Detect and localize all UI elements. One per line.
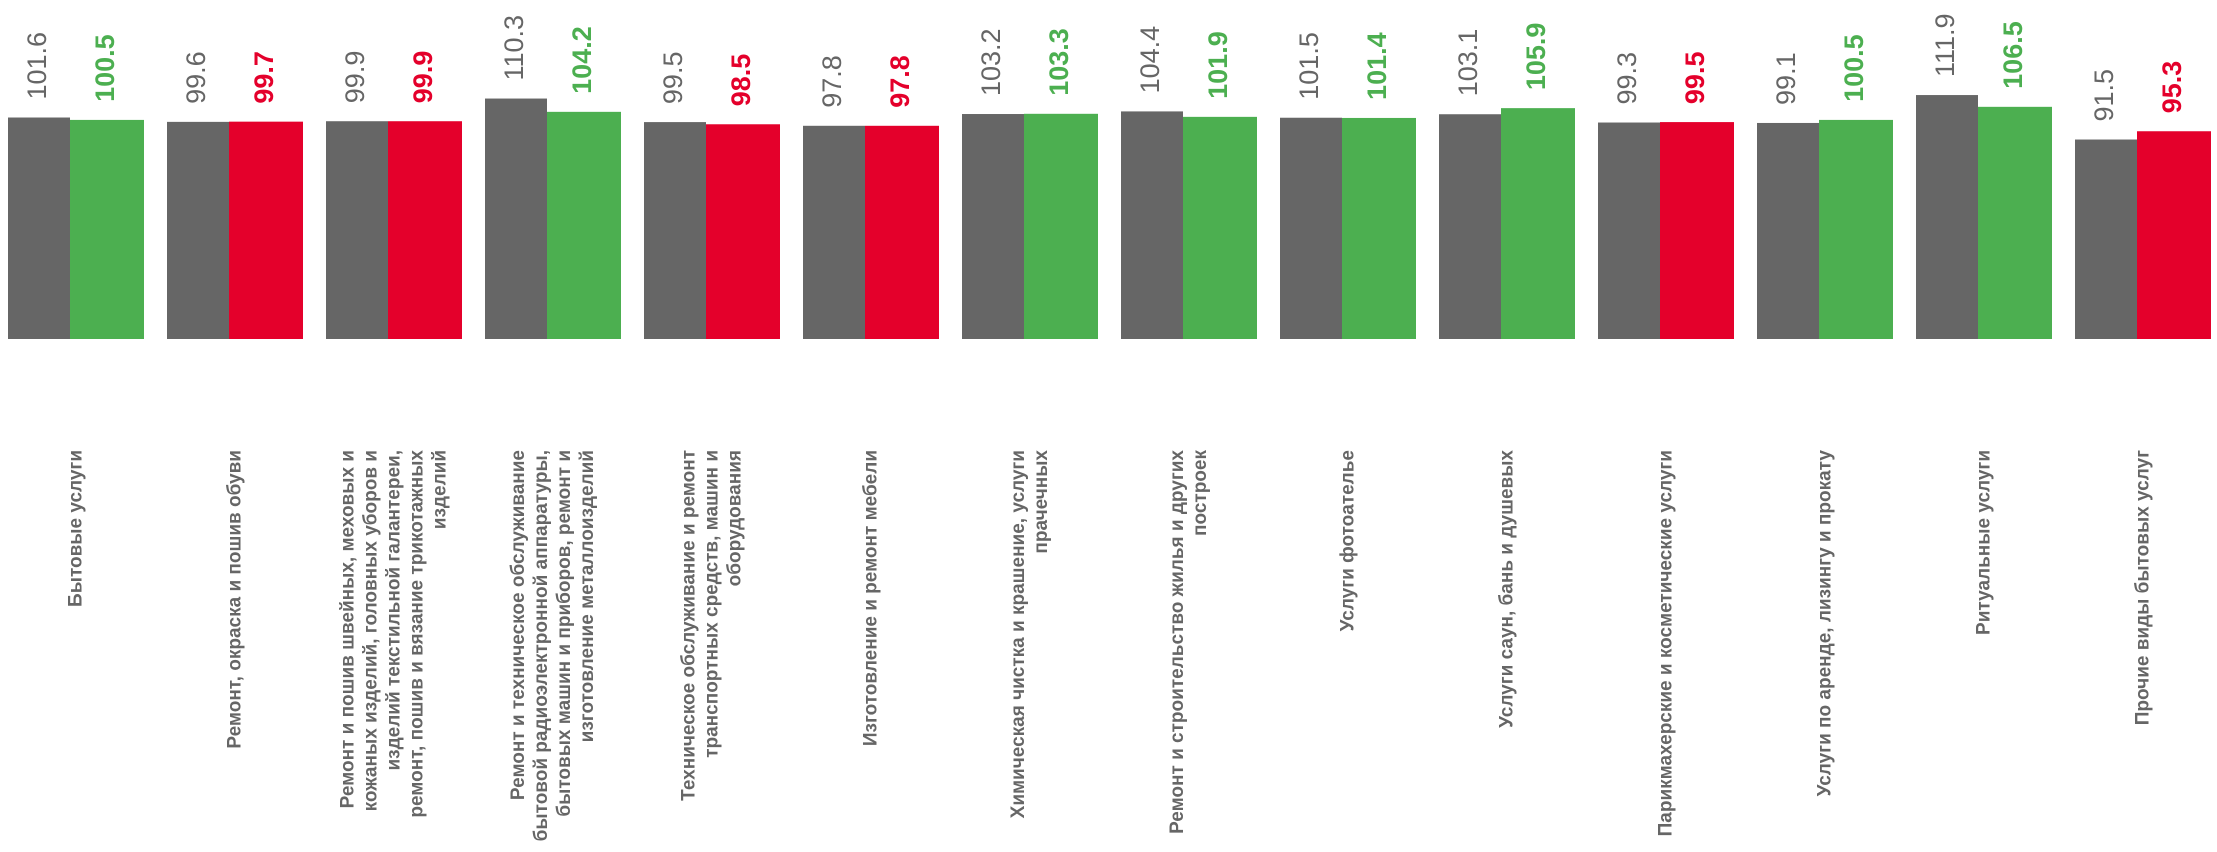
value-label: 97.8 xyxy=(817,55,847,108)
value-label: 100.5 xyxy=(90,34,120,102)
value-label: 99.9 xyxy=(408,51,438,104)
value-label: 104.4 xyxy=(1135,26,1165,94)
bar xyxy=(8,117,70,340)
value-label: 99.5 xyxy=(658,52,688,105)
value-label: 100.5 xyxy=(1839,34,1869,102)
value-label: 101.4 xyxy=(1362,32,1392,100)
bar xyxy=(865,125,939,340)
bar xyxy=(1916,95,1978,339)
category-label: Техническое обслуживание и ремонт трансп… xyxy=(678,450,746,801)
value-label: 97.8 xyxy=(885,55,915,108)
category-label: Услуги саун, бань и душевых xyxy=(1496,450,1518,728)
bar xyxy=(1660,122,1734,339)
value-label: 99.6 xyxy=(181,51,211,104)
value-label: 98.5 xyxy=(726,54,756,107)
value-label: 111.9 xyxy=(1930,13,1960,77)
bar xyxy=(1978,106,2052,339)
bar xyxy=(485,98,547,340)
value-label: 101.5 xyxy=(1294,32,1324,100)
bar xyxy=(962,114,1024,339)
category-label: Ритуальные услуги xyxy=(1973,450,1995,635)
value-label: 106.5 xyxy=(1998,21,2028,89)
bar xyxy=(1183,116,1257,339)
bar xyxy=(388,121,462,339)
bar xyxy=(1439,114,1501,339)
category-label: Услуги фотоателье xyxy=(1337,450,1359,632)
bar xyxy=(1121,111,1183,340)
category-label: Химическая чистка и крашение, услуги пра… xyxy=(1008,450,1052,819)
value-label: 99.3 xyxy=(1612,52,1642,105)
value-label: 105.9 xyxy=(1521,23,1551,91)
category-label: Парикмахерские и косметические услуги xyxy=(1655,450,1677,837)
bar xyxy=(1819,119,1893,339)
value-label: 103.1 xyxy=(1453,29,1483,97)
value-label: 104.2 xyxy=(567,26,597,94)
bar xyxy=(1757,122,1819,339)
category-label: Ремонт, окраска и пошив обуви xyxy=(224,450,246,749)
value-label: 99.7 xyxy=(249,51,279,104)
bar xyxy=(2137,131,2211,339)
value-label: 99.1 xyxy=(1771,52,1801,105)
bar xyxy=(706,124,780,340)
bar xyxy=(229,121,303,340)
category-label: Изготовление и ремонт мебели xyxy=(860,450,882,747)
bar xyxy=(1598,122,1660,339)
bar xyxy=(803,125,865,340)
bar xyxy=(70,119,144,339)
value-label: 103.3 xyxy=(1044,28,1074,96)
bar xyxy=(1501,108,1575,339)
value-label: 95.3 xyxy=(2157,61,2187,114)
bar xyxy=(2075,139,2137,339)
bar xyxy=(547,111,621,340)
category-label: Прочие виды бытовых услуг xyxy=(2132,450,2154,726)
value-label: 99.5 xyxy=(1680,52,1710,105)
value-label: 101.6 xyxy=(22,32,52,100)
value-label: 103.2 xyxy=(976,28,1006,96)
bar xyxy=(1024,113,1098,339)
category-label: Услуги по аренде, лизингу и прокату xyxy=(1814,450,1836,797)
value-label: 110.3 xyxy=(499,15,529,81)
value-label: 101.9 xyxy=(1203,31,1233,99)
category-label: Ремонт и техническое обслуживание бытово… xyxy=(508,450,598,842)
bar xyxy=(326,121,388,339)
bar xyxy=(167,121,229,339)
bar xyxy=(644,122,706,339)
category-label: Ремонт и строительство жилья и других по… xyxy=(1167,450,1211,834)
bar xyxy=(1280,117,1342,339)
value-label: 91.5 xyxy=(2089,69,2119,122)
value-label: 99.9 xyxy=(340,51,370,104)
bar xyxy=(1342,117,1416,339)
category-label: Ремонт и пошив швейных, меховых и кожаны… xyxy=(337,450,451,818)
category-label: Бытовые услуги xyxy=(65,450,87,607)
